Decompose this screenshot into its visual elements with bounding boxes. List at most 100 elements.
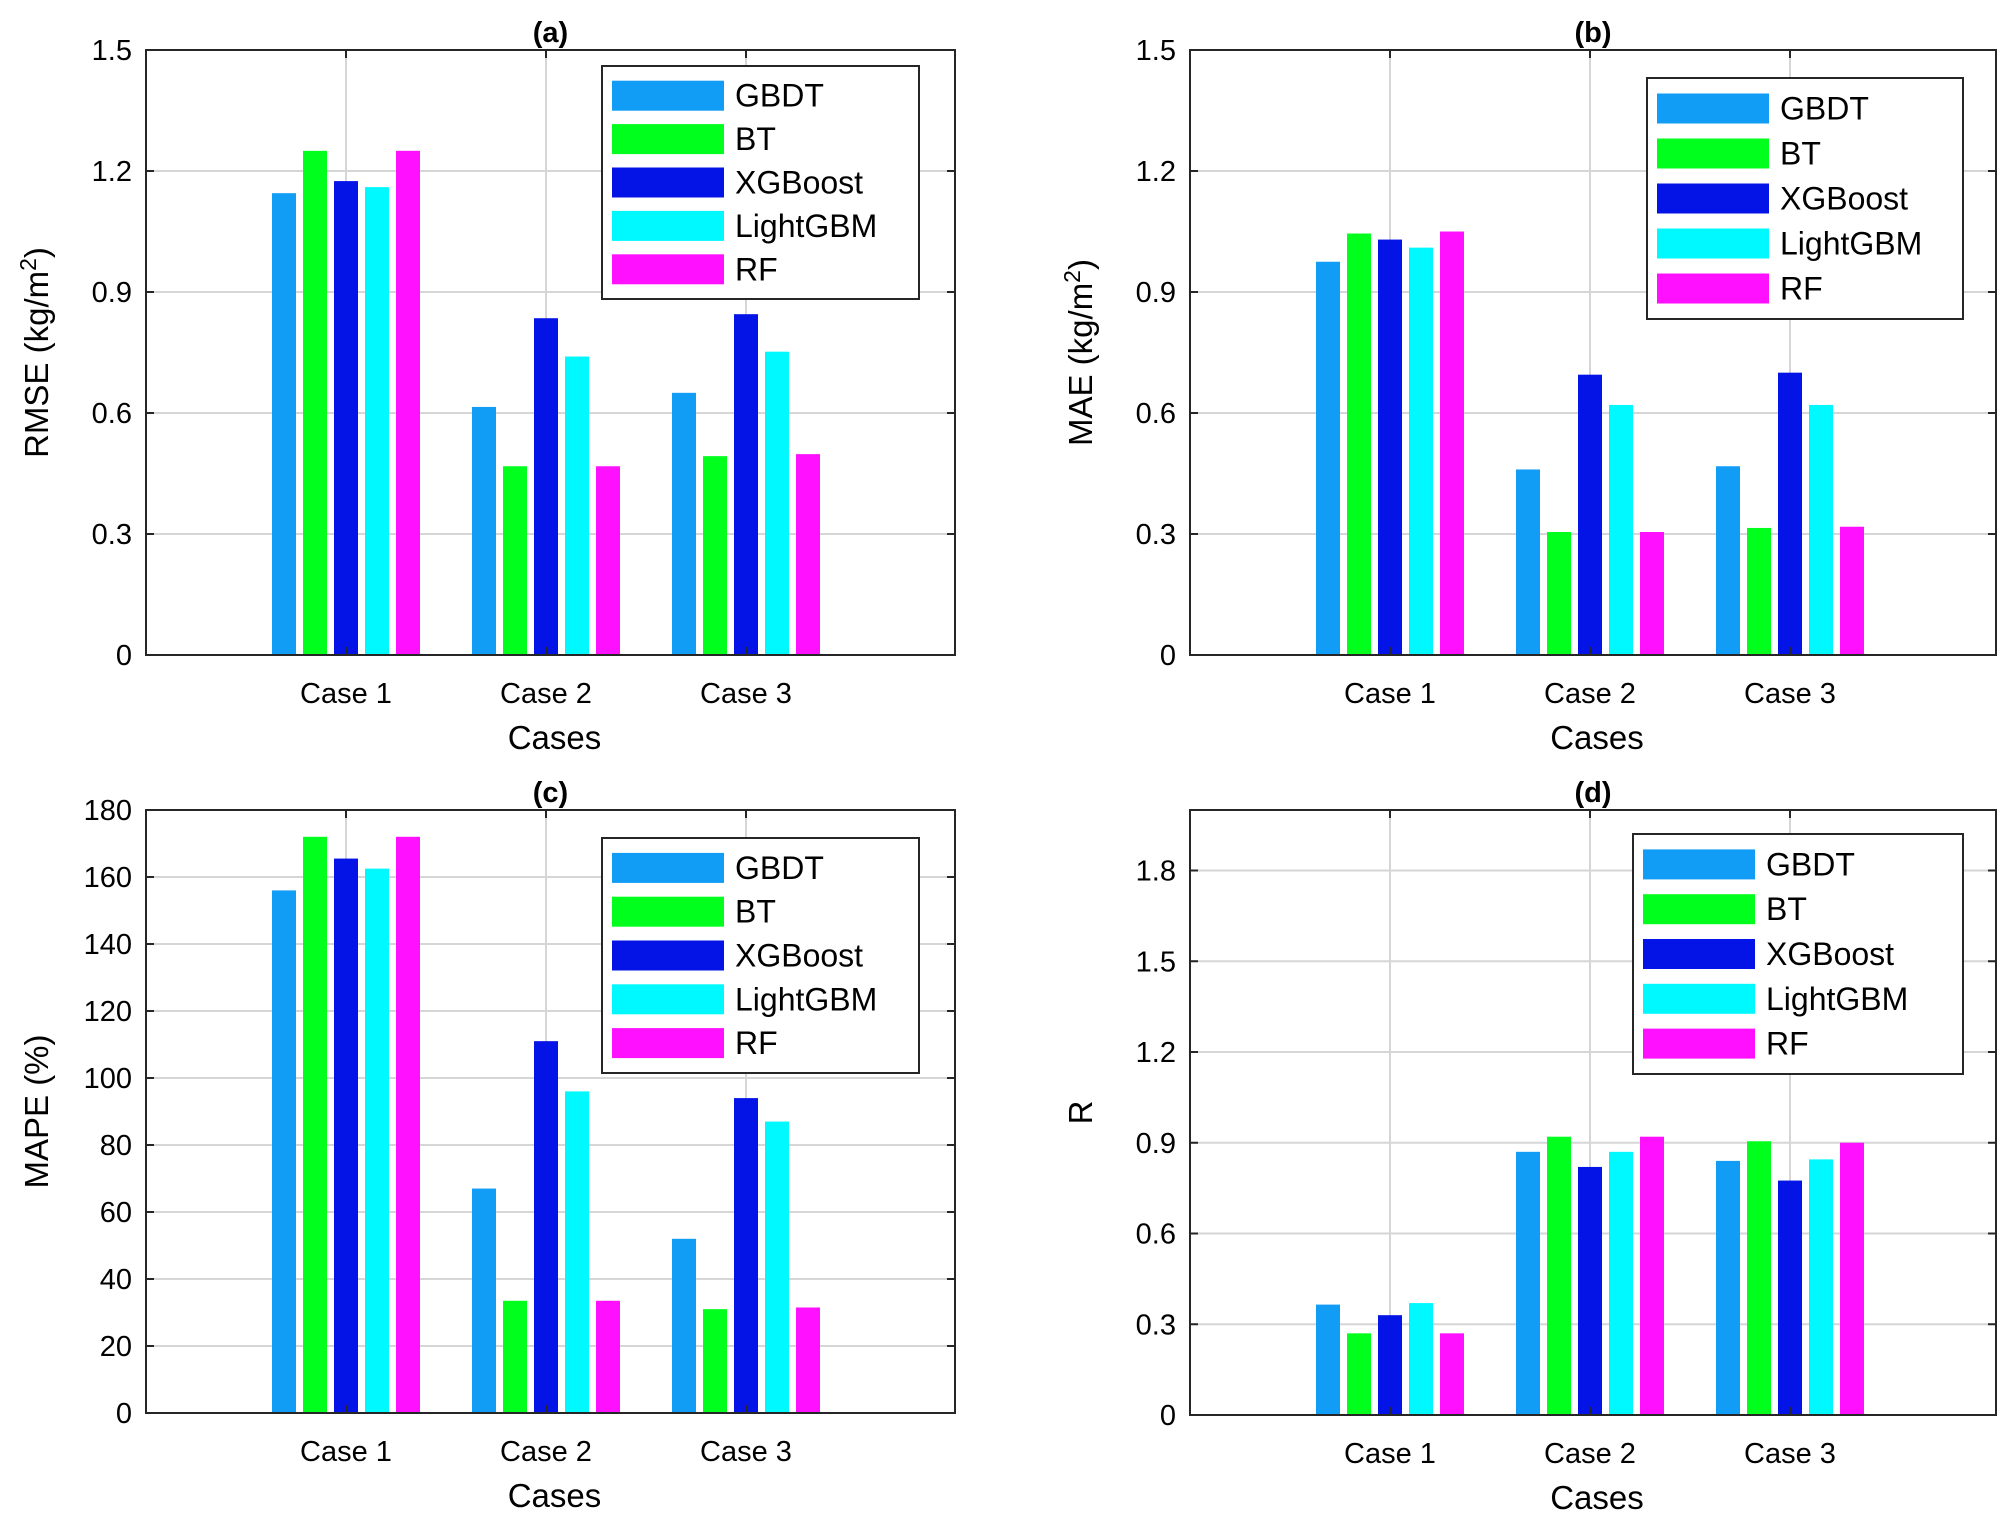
y-tick-label: 1.2 bbox=[1136, 156, 1176, 188]
legend-swatch-lightgbm bbox=[1657, 228, 1769, 259]
x-tick-label: Case 2 bbox=[1544, 678, 1636, 710]
chart-panel-3: 0 20 40 60 80 100 120 140 160 180 Case 1 Case 2 Case… bbox=[18, 777, 956, 1514]
y-tick-label: 1.5 bbox=[1136, 35, 1176, 67]
bar-xgboost-case-3 bbox=[734, 1098, 758, 1413]
bar-rf-case-2 bbox=[1640, 1136, 1664, 1415]
bar-lightgbm-case-2 bbox=[565, 356, 589, 655]
y-tick-label: 0 bbox=[1160, 640, 1176, 672]
legend-swatch-lightgbm bbox=[612, 210, 724, 241]
y-tick-label: 100 bbox=[84, 1063, 132, 1095]
legend-swatch-rf bbox=[1657, 273, 1769, 304]
legend-label-bt: BT bbox=[735, 894, 776, 930]
bar-xgboost-case-2 bbox=[534, 1041, 558, 1413]
bar-bt-case-2 bbox=[1547, 1136, 1571, 1415]
x-tick-label: Case 1 bbox=[300, 678, 392, 710]
bar-bt-case-2 bbox=[503, 1300, 527, 1413]
y-tick-label: 1.2 bbox=[92, 156, 132, 188]
y-tick-label: 1.5 bbox=[92, 35, 132, 67]
y-tick-label: 1.2 bbox=[1136, 1037, 1176, 1069]
x-tick-label: Case 2 bbox=[1544, 1438, 1636, 1470]
legend-swatch-gbdt bbox=[1657, 93, 1769, 124]
x-axis-label: Cases bbox=[508, 1477, 602, 1514]
bar-lightgbm-case-1 bbox=[365, 187, 389, 655]
legend-label-lightgbm: LightGBM bbox=[735, 208, 877, 244]
axes-box bbox=[1189, 809, 1997, 1416]
legend-swatch-xgboost bbox=[612, 167, 724, 198]
legend-swatch-xgboost bbox=[1643, 939, 1755, 969]
bar-rf-case-1 bbox=[396, 836, 420, 1413]
legend-swatch-bt bbox=[1643, 894, 1755, 925]
legend-swatch-rf bbox=[612, 254, 724, 285]
bar-gbdt-case-1 bbox=[1316, 1304, 1340, 1415]
bar-gbdt-case-1 bbox=[272, 890, 296, 1413]
bar-bt-case-2 bbox=[503, 466, 527, 655]
y-axis-label: RMSE (kg/m2) bbox=[15, 247, 55, 458]
bar-rf-case-2 bbox=[596, 1300, 620, 1413]
y-tick-label: 40 bbox=[100, 1264, 132, 1296]
x-axis-label: Cases bbox=[1550, 1479, 1644, 1516]
y-tick-label: 0.6 bbox=[1136, 398, 1176, 430]
bar-bt-case-1 bbox=[1347, 233, 1371, 655]
y-axis-label: MAE (kg/m2) bbox=[1059, 259, 1099, 446]
bar-bt-case-3 bbox=[1747, 1141, 1771, 1415]
bar-xgboost-case-2 bbox=[534, 318, 558, 655]
legend-label-lightgbm: LightGBM bbox=[1780, 226, 1922, 262]
y-tick-label: 0 bbox=[1160, 1400, 1176, 1432]
bar-bt-case-3 bbox=[1747, 527, 1771, 655]
chart-title: (d) bbox=[1574, 777, 1611, 809]
bar-bt-case-2 bbox=[1547, 531, 1571, 655]
y-tick-label: 140 bbox=[84, 929, 132, 961]
bar-lightgbm-case-3 bbox=[765, 1121, 789, 1413]
legend-label-lightgbm: LightGBM bbox=[735, 981, 877, 1017]
bar-gbdt-case-3 bbox=[1716, 466, 1740, 655]
bar-gbdt-case-2 bbox=[472, 1188, 496, 1413]
x-tick-label: Case 1 bbox=[1344, 1438, 1436, 1470]
bar-bt-case-1 bbox=[1347, 1333, 1371, 1415]
bar-xgboost-case-1 bbox=[1378, 239, 1402, 656]
legend-swatch-lightgbm bbox=[612, 984, 724, 1015]
chart-title: (a) bbox=[533, 17, 568, 49]
bar-lightgbm-case-1 bbox=[1409, 247, 1433, 655]
bar-lightgbm-case-2 bbox=[1609, 1151, 1633, 1415]
legend-label-rf: RF bbox=[1766, 1026, 1809, 1062]
bar-gbdt-case-1 bbox=[1316, 261, 1340, 655]
axes-box bbox=[145, 49, 956, 656]
x-tick-label: Case 3 bbox=[700, 1436, 792, 1468]
legend-swatch-bt bbox=[1657, 138, 1769, 169]
bar-lightgbm-case-2 bbox=[1609, 404, 1633, 655]
legend-swatch-rf bbox=[1643, 1028, 1755, 1059]
legend-label-rf: RF bbox=[1780, 271, 1823, 307]
chart-panel-4: 0 0.3 0.6 0.9 1.2 1.5 1.8 Case 1 Case 2 Case 3 Cas… bbox=[1062, 777, 1997, 1516]
bar-bt-case-1 bbox=[303, 836, 327, 1413]
y-tick-label: 0.9 bbox=[1136, 1128, 1176, 1160]
legend-swatch-gbdt bbox=[612, 80, 724, 111]
y-tick-label: 0 bbox=[116, 640, 132, 672]
legend-swatch-xgboost bbox=[1657, 183, 1769, 214]
legend-swatch-gbdt bbox=[1643, 849, 1755, 880]
y-tick-label: 1.8 bbox=[1136, 856, 1176, 888]
y-tick-label: 0.3 bbox=[1136, 519, 1176, 551]
y-tick-label: 0.9 bbox=[1136, 277, 1176, 309]
legend-label-rf: RF bbox=[735, 251, 778, 287]
bar-xgboost-case-2 bbox=[1578, 1166, 1602, 1415]
bar-xgboost-case-3 bbox=[734, 314, 758, 655]
bar-bt-case-3 bbox=[703, 1309, 727, 1413]
y-tick-label: 180 bbox=[84, 795, 132, 827]
legend-label-gbdt: GBDT bbox=[1766, 846, 1855, 882]
legend-swatch-bt bbox=[612, 124, 724, 155]
bar-gbdt-case-3 bbox=[672, 392, 696, 655]
bar-rf-case-1 bbox=[1440, 231, 1464, 655]
axes-box bbox=[1189, 49, 1997, 656]
bar-rf-case-3 bbox=[796, 1307, 820, 1413]
bar-gbdt-case-2 bbox=[472, 406, 496, 655]
y-tick-label: 160 bbox=[84, 862, 132, 894]
x-tick-label: Case 1 bbox=[1344, 678, 1436, 710]
bar-lightgbm-case-2 bbox=[565, 1091, 589, 1413]
x-axis-label: Cases bbox=[508, 719, 602, 756]
bar-xgboost-case-1 bbox=[334, 858, 358, 1413]
bar-gbdt-case-1 bbox=[272, 193, 296, 655]
y-tick-label: 0 bbox=[116, 1398, 132, 1430]
y-tick-label: 80 bbox=[100, 1130, 132, 1162]
legend-label-xgboost: XGBoost bbox=[735, 165, 863, 201]
